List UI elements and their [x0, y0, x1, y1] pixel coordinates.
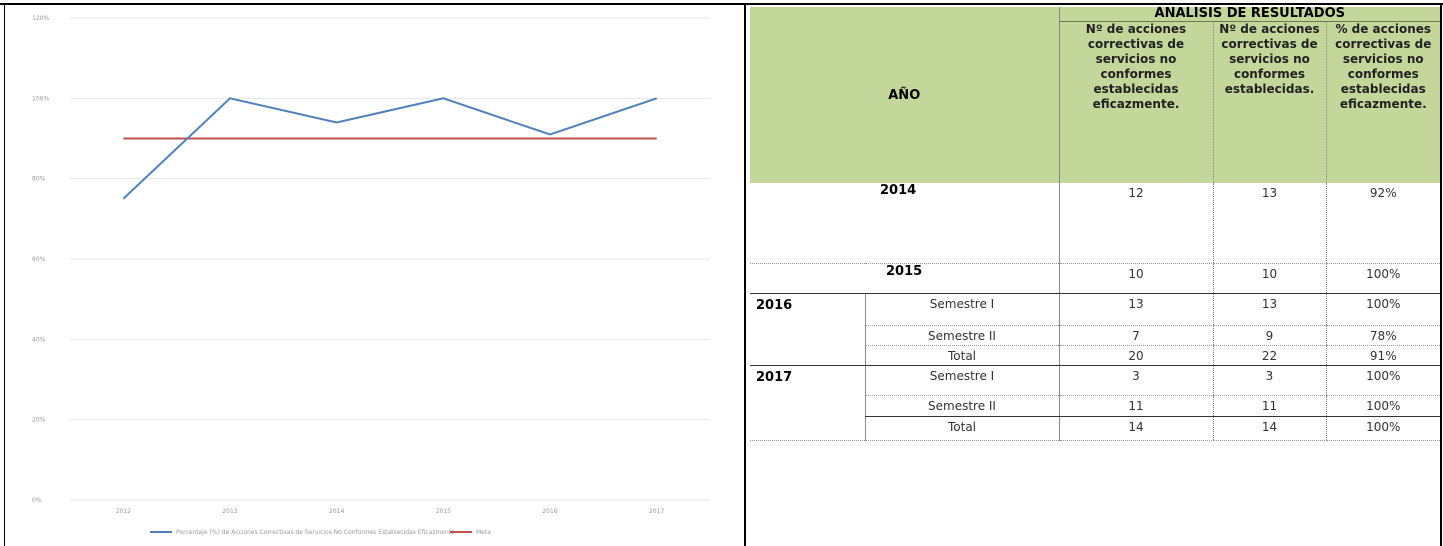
- table-row: 2017 Semestre I 3 3 100%: [750, 365, 1441, 441]
- cell-2016-tot-b: 22: [1212, 345, 1326, 366]
- x-tick-label: 2017: [649, 508, 664, 515]
- cell-2017-tot-a: 14: [1058, 416, 1213, 441]
- frame-middle-border: [744, 3, 746, 546]
- header-year: AÑO: [750, 7, 1059, 183]
- header-col1-text: Nº de acciones correctivas de servicios …: [1085, 22, 1187, 111]
- cell-2017-s1-a: 3: [1058, 365, 1213, 396]
- y-tick-label: 80%: [32, 176, 46, 183]
- x-tick-label: 2013: [222, 508, 237, 515]
- cell-2016-s1-label: Semestre I: [864, 293, 1059, 326]
- cell-2016-s1-c: 100%: [1325, 293, 1441, 326]
- table-row: Total 14 14 100%: [750, 416, 1441, 441]
- header-col1: Nº de acciones correctivas de servicios …: [1058, 21, 1213, 183]
- cell-2014-b: 13: [1212, 183, 1326, 264]
- cell-2017-s1-label: Semestre I: [864, 365, 1059, 396]
- x-tick-label: 2015: [436, 508, 451, 515]
- line-chart: 0% 20% 40% 60% 80% 100% 120% 2012 2013 2014 2015 2…: [10, 8, 730, 546]
- chart-svg: 0% 20% 40% 60% 80% 100% 120% 2012 2013 2014 2015 2…: [32, 15, 710, 536]
- cell-2016-s2-b: 9: [1212, 325, 1326, 346]
- cell-2015-b: 10: [1212, 263, 1326, 294]
- cell-2015-c: 100%: [1325, 263, 1441, 294]
- cell-2015-a: 10: [1058, 263, 1213, 294]
- cell-2016-s2-c: 78%: [1325, 325, 1441, 346]
- results-table: AÑO ANALISIS DE RESULTADOS Nº de accione…: [750, 7, 1441, 441]
- frame-top-border: [0, 3, 1443, 5]
- cell-2016-s1-b: 13: [1212, 293, 1326, 326]
- year-2015: 2015: [886, 263, 923, 279]
- y-tick-label: 60%: [32, 256, 46, 263]
- cell-2016-s2-label: Semestre II: [864, 325, 1059, 346]
- table-row: Semestre II 11 11 100%: [750, 395, 1441, 417]
- frame-right-border: [1440, 3, 1442, 546]
- year-2016: 2016: [750, 293, 865, 366]
- legend-label: Porcentaje (%) de Acciones Correctivas d…: [176, 529, 455, 536]
- table-row: 2015 10 10 100%: [750, 263, 1441, 294]
- y-tick-label: 120%: [32, 15, 49, 22]
- x-tick-label: 2012: [116, 508, 131, 515]
- cell-2017-s1-c: 100%: [1325, 365, 1441, 396]
- cell-2016-tot-a: 20: [1058, 345, 1213, 366]
- x-tick-label: 2016: [542, 508, 557, 515]
- table-row: Total 20 22 91%: [750, 345, 1441, 366]
- cell-2016-tot-c: 91%: [1325, 345, 1441, 366]
- cell-2017-tot-c: 100%: [1325, 416, 1441, 441]
- cell-2016-tot-label: Total: [864, 345, 1059, 366]
- header-analisis: ANALISIS DE RESULTADOS: [1058, 7, 1441, 22]
- year-2015-cell: 2015: [750, 263, 1059, 294]
- y-tick-label: 40%: [32, 336, 46, 343]
- table-row: 2016 Semestre I 13 13 100%: [750, 293, 1441, 366]
- cell-2017-tot-label: Total: [864, 416, 1059, 441]
- cell-2017-s2-label: Semestre II: [864, 395, 1059, 417]
- cell-2017-s2-c: 100%: [1325, 395, 1441, 417]
- year-2014: 2014: [750, 183, 1059, 264]
- header-col3-text: % de acciones correctivas de servicios n…: [1335, 22, 1432, 111]
- series-line: [122, 97, 657, 200]
- y-tick-label: 100%: [32, 95, 49, 102]
- y-tick-label: 20%: [32, 417, 46, 424]
- cell-2017-tot-b: 14: [1212, 416, 1326, 441]
- cell-2016-s2-a: 7: [1058, 325, 1213, 346]
- cell-2016-s1-a: 13: [1058, 293, 1213, 326]
- header-col3: % de acciones correctivas de servicios n…: [1325, 21, 1441, 183]
- table-row: Semestre II 7 9 78%: [750, 325, 1441, 346]
- cell-2017-s1-b: 3: [1212, 365, 1326, 396]
- x-tick-label: 2014: [329, 508, 344, 515]
- y-tick-label: 0%: [32, 497, 42, 504]
- header-col2-text: Nº de acciones correctivas de servicios …: [1219, 22, 1320, 96]
- year-2017: 2017: [750, 365, 865, 441]
- legend-label: Meta: [476, 529, 491, 536]
- cell-2014-a: 12: [1058, 183, 1213, 264]
- header-col2: Nº de acciones correctivas de servicios …: [1212, 21, 1326, 183]
- cell-2017-s2-b: 11: [1212, 395, 1326, 417]
- table-row: 2014 12 13 92%: [750, 183, 1441, 264]
- cell-2017-s2-a: 11: [1058, 395, 1213, 417]
- cell-2014-c: 92%: [1325, 183, 1441, 264]
- frame-left-border: [4, 3, 5, 546]
